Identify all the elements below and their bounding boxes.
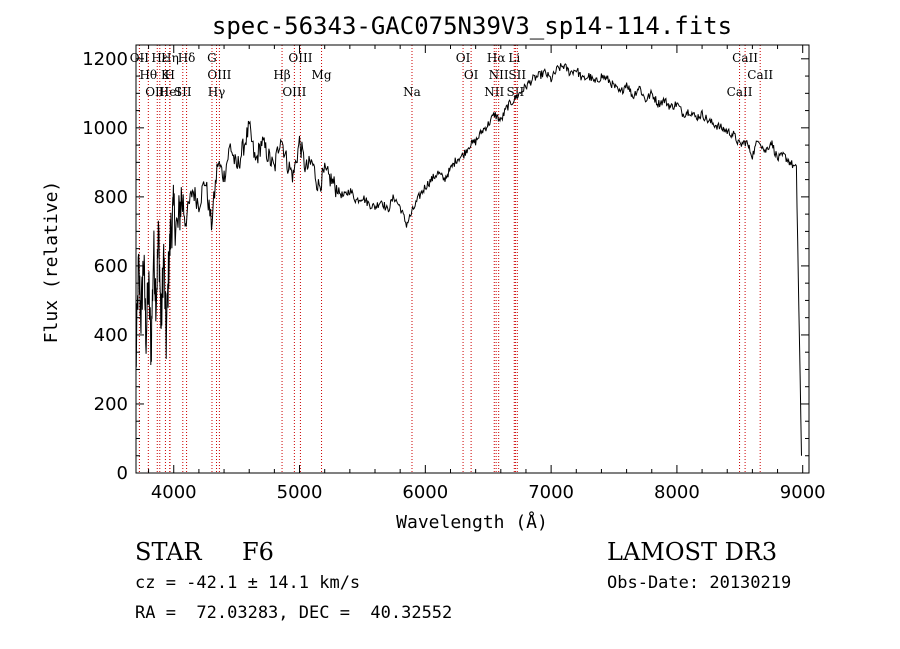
redshift-cz: cz = -42.1 ± 14.1 km/s — [135, 573, 361, 593]
survey-name: LAMOST DR3 — [607, 538, 778, 566]
line-marker-label: Mg — [312, 68, 332, 82]
x-tick-label: 7000 — [528, 482, 574, 503]
x-tick-label: 9000 — [780, 482, 826, 503]
x-tick-label: 6000 — [402, 482, 448, 503]
line-marker-label: CaII — [732, 51, 758, 65]
line-marker-label: CaII — [727, 85, 753, 99]
line-marker-label: Hδ — [178, 51, 196, 65]
line-marker-label: SII — [507, 85, 525, 99]
observation-date: Obs-Date: 20130219 — [607, 573, 792, 593]
line-marker-label: Hθ — [139, 68, 157, 82]
x-tick-label: 4000 — [151, 482, 197, 503]
y-tick-label: 800 — [94, 187, 128, 208]
line-marker-label: OIII — [288, 51, 312, 65]
line-marker-label: NII — [484, 85, 504, 99]
chart-title: spec-56343-GAC075N39V3_sp14-114.fits — [212, 12, 732, 40]
line-marker-label: SII — [508, 68, 526, 82]
y-tick-label: 0 — [117, 463, 128, 484]
plot-frame — [135, 44, 810, 474]
line-marker-label: OIII — [207, 68, 231, 82]
y-tick-label: 400 — [94, 325, 128, 346]
ra-dec: RA = 72.03283, DEC = 40.32552 — [135, 603, 453, 623]
line-marker-label: Hα — [487, 51, 506, 65]
y-tick-label: 1000 — [82, 118, 128, 139]
line-marker-label: K — [161, 68, 171, 82]
line-marker-label: Hβ — [273, 68, 290, 82]
line-marker-label: Hε — [151, 51, 168, 65]
spectrum-chart: spec-56343-GAC075N39V3_sp14-114.fits Flu… — [41, 12, 826, 533]
line-marker-label: OII — [130, 51, 150, 65]
object-subclass: F6 — [242, 538, 274, 566]
line-marker-label: Hγ — [208, 85, 226, 99]
line-marker-label: NII — [489, 68, 509, 82]
line-marker-label: H — [164, 68, 174, 82]
line-marker-label: G — [207, 51, 217, 65]
line-marker-label: Li — [508, 51, 520, 65]
line-marker-label: Na — [403, 85, 421, 99]
y-axis-label: Flux (relative) — [41, 181, 62, 344]
flux-series-line — [135, 63, 802, 456]
y-tick-label: 1200 — [82, 49, 128, 70]
axis-ticks: 4000 5000 6000 7000 8000 9000 0 200 400 600 800 100… — [82, 45, 826, 503]
line-marker-label: OIII — [145, 85, 169, 99]
x-tick-label: 5000 — [277, 482, 323, 503]
y-tick-label: 600 — [94, 256, 128, 277]
line-markers: OIIHθOIIIHεKHeIHηHSIIHδOIIIHγGHβOIIIOIII… — [130, 45, 773, 473]
line-marker-label: OI — [464, 68, 479, 82]
x-tick-label: 8000 — [654, 482, 700, 503]
line-marker-label: SII — [174, 85, 192, 99]
line-marker-label: CaII — [747, 68, 773, 82]
object-class: STAR — [135, 538, 202, 566]
x-axis-label: Wavelength (Å) — [396, 511, 548, 533]
line-marker-label: HeI — [159, 85, 182, 99]
line-marker-label: OI — [456, 51, 471, 65]
line-marker-label: OIII — [282, 85, 306, 99]
y-tick-label: 200 — [94, 394, 128, 415]
